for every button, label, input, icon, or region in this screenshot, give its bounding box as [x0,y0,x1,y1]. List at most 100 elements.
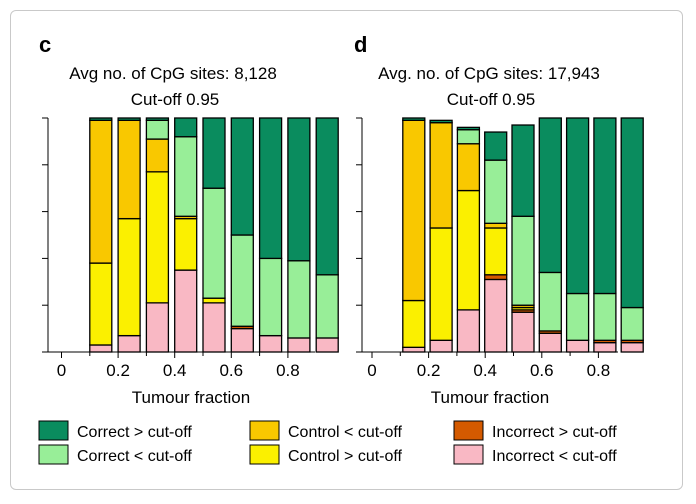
bar-segment-correct-gt [456,126,481,131]
bar-segment-incorrect-lt [456,309,481,353]
bar-segment-correct-lt [145,119,170,140]
bar-segment-incorrect-gt [484,274,508,281]
bar-segment-control-gt [402,299,426,348]
bar-segment-control-lt [484,222,508,229]
x-tick-label: 0 [367,361,376,380]
bar-segment-incorrect-lt [620,341,644,353]
bar-segment-correct-lt [456,129,481,145]
stacked-bar [511,124,535,353]
legend-swatch-incorrect-lt [453,444,484,465]
bar-segment-correct-gt [429,119,453,124]
x-tick-label: 0.6 [530,361,554,380]
legend-swatch-incorrect-gt [453,420,484,441]
bar-segment-control-lt [117,119,141,220]
bar-segment-control-gt [429,227,453,341]
legend: Correct > cut-off Correct < cut-off Cont… [38,420,617,465]
panel-d-letter: d [354,32,367,57]
legend-swatch-correct-gt [38,420,69,441]
stacked-bar [89,117,113,353]
stacked-bar [287,117,311,353]
legend-swatch-correct-lt [38,444,69,465]
legend-label-correct-gt: Correct > cut-off [77,424,192,441]
panel-d-subtitle: Cut-off 0.95 [447,90,536,109]
stacked-bar [565,117,590,353]
bar-segment-correct-lt [315,274,339,339]
bar-segment-correct-gt [538,117,562,274]
x-tick-label: 0 [57,361,66,380]
bar-segment-correct-gt [89,117,113,121]
legend-label-control-lt: Control < cut-off [288,424,403,441]
stacked-bar [620,117,644,353]
bar-segment-control-gt [202,297,226,304]
legend-label-correct-lt: Correct < cut-off [77,448,192,465]
bar-segment-incorrect-lt [511,311,535,353]
legend-swatch-control-gt [249,444,280,465]
panel-d-xlabel: Tumour fraction [431,388,549,407]
bar-segment-correct-gt [174,117,198,138]
bar-segment-correct-gt [402,117,426,121]
stacked-bar [145,117,170,353]
bar-segment-correct-lt [174,136,198,217]
x-tick-label: 0.8 [276,361,300,380]
bar-segment-correct-lt [593,292,617,341]
bar-segment-incorrect-lt [287,337,311,353]
bar-segment-control-gt [145,171,170,304]
bar-segment-incorrect-lt [565,339,590,353]
bar-segment-incorrect-lt [174,269,198,353]
bar-segment-control-lt [402,119,426,302]
bar-segment-incorrect-lt [145,302,170,353]
stacked-bar [429,119,453,353]
bar-segment-correct-lt [511,215,535,306]
bar-segment-incorrect-lt [593,341,617,353]
bar-segment-correct-gt [145,117,170,121]
bar-segment-control-gt [174,217,198,271]
plots-group: 0 0.2 0.4 0.6 0.8 0 0.2 0.4 0.6 0.8 [42,117,644,380]
bar-segment-correct-gt [620,117,644,309]
stacked-bar [538,117,562,353]
stacked-bar [484,131,508,353]
bar-segment-correct-lt [258,257,283,337]
x-tick-label: 0.8 [587,361,611,380]
x-tick-label: 0.2 [417,361,441,380]
bar-segment-correct-gt [511,124,535,217]
legend-label-incorrect-lt: Incorrect < cut-off [492,448,617,465]
panel-c-title: Avg no. of CpG sites: 8,128 [69,64,277,83]
bar-segment-correct-gt [315,117,339,276]
bar-segment-incorrect-lt [230,327,254,353]
bar-segment-correct-lt [230,234,254,327]
bar-segment-incorrect-lt [538,332,562,353]
legend-label-control-gt: Control > cut-off [288,448,403,465]
bar-segment-incorrect-lt [202,302,226,353]
bar-segment-correct-gt [258,117,283,260]
bar-segment-incorrect-lt [484,278,508,353]
panel-c-subtitle: Cut-off 0.95 [131,90,220,109]
bar-segment-control-gt [89,262,113,346]
bar-segment-incorrect-lt [258,334,283,353]
legend-swatch-control-lt [249,420,280,441]
x-tick-label: 0.4 [473,361,497,380]
bar-segment-correct-gt [287,117,311,262]
bar-segment-correct-lt [287,260,311,339]
bar-segment-correct-gt [117,117,141,121]
stacked-bar [593,117,617,353]
bar-segment-control-lt [456,143,481,192]
stacked-bar [202,117,226,353]
bar-segment-correct-gt [593,117,617,295]
stacked-bar [174,117,198,353]
panel-d-title: Avg. no. of CpG sites: 17,943 [378,64,600,83]
stacked-bar [456,126,481,353]
bar-segment-incorrect-lt [429,339,453,353]
bar-segment-incorrect-lt [315,337,339,353]
bar-segment-correct-gt [230,117,254,236]
bar-segment-correct-gt [565,117,590,295]
x-tick-label: 0.4 [163,361,187,380]
bar-segment-correct-lt [620,306,644,341]
stacked-bar [315,117,339,353]
panel-c-letter: c [39,32,51,57]
bar-segment-control-gt [484,227,508,276]
stacked-bar [117,117,141,353]
bar-segment-control-gt [456,189,481,311]
bar-segment-correct-lt [484,159,508,224]
x-tick-label: 0.2 [106,361,130,380]
